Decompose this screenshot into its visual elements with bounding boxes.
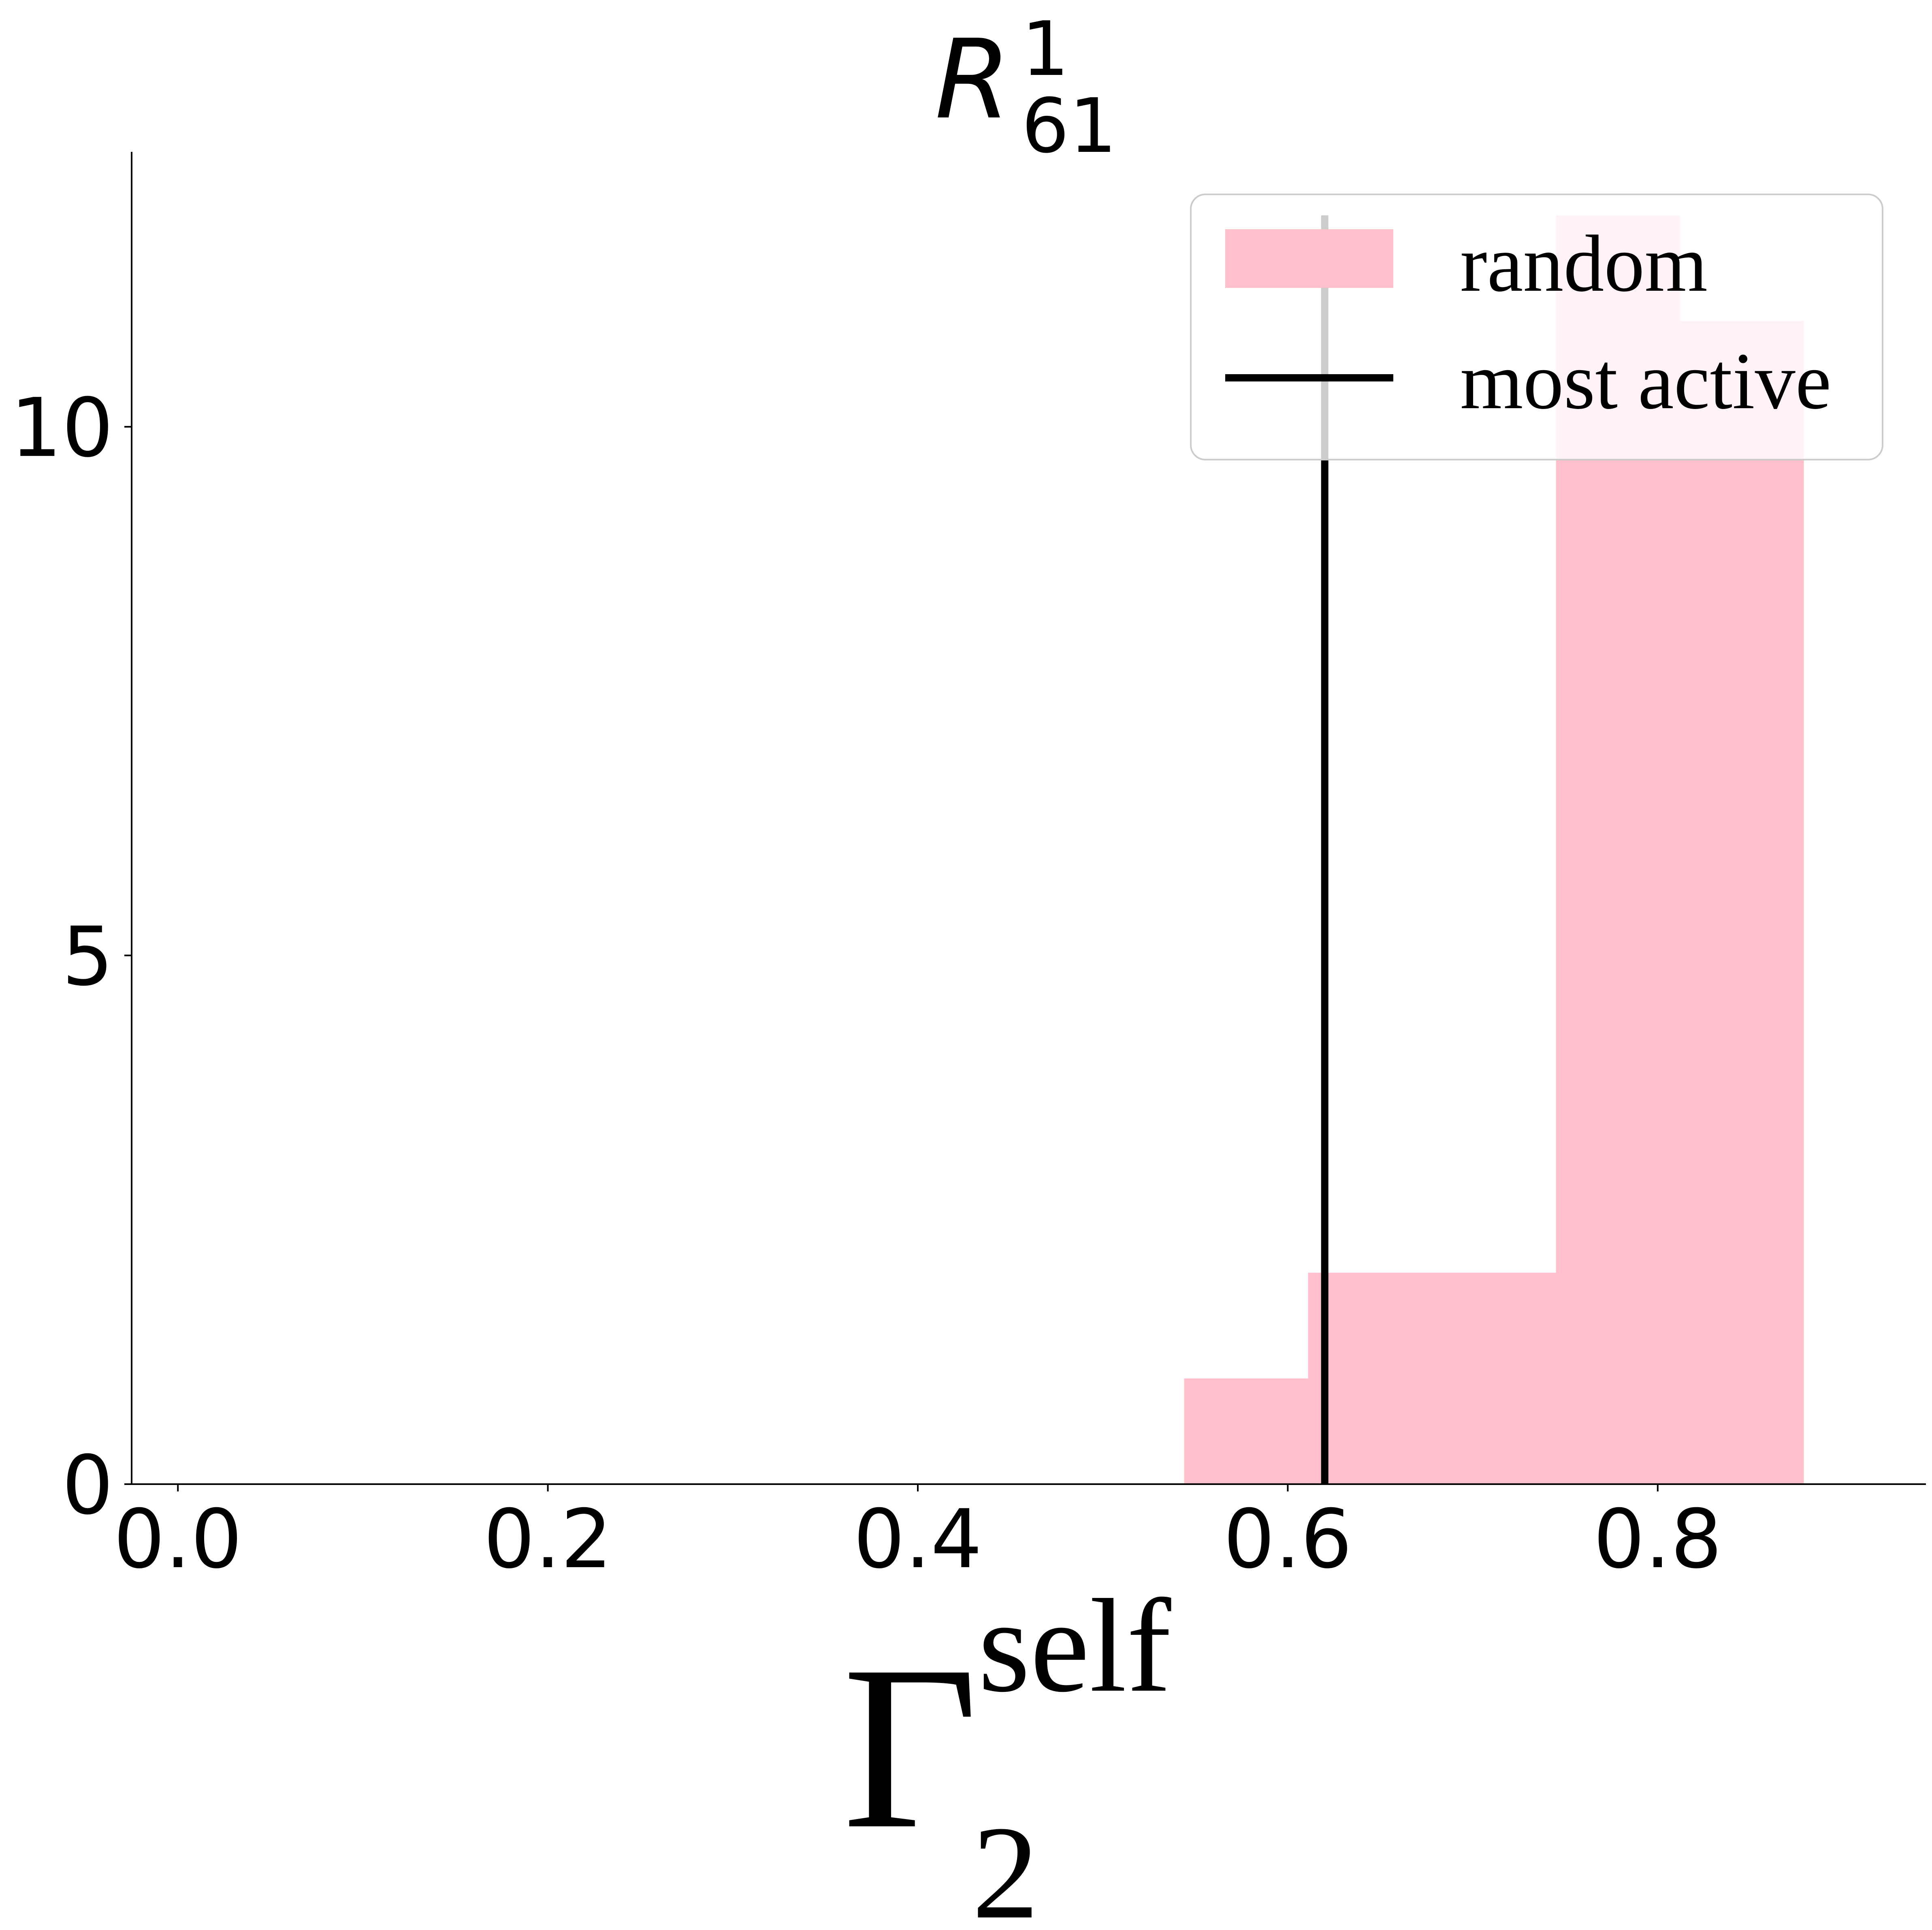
title-superscript: 1 — [1021, 5, 1069, 93]
xlabel-main: Γ — [842, 1617, 978, 1877]
histogram-bar-1 — [1184, 1378, 1308, 1484]
histogram-bar-3 — [1432, 1272, 1556, 1484]
title-main: R — [935, 16, 1011, 143]
title-subscript: 61 — [1021, 82, 1117, 170]
y-tick-label: 10 — [11, 381, 114, 475]
x-axis-ticks: 0.0 0.2 0.4 0.6 0.8 — [113, 1484, 1722, 1587]
y-tick-label: 0 — [62, 1438, 113, 1533]
xlabel-superscript: self — [978, 1572, 1173, 1720]
legend-label-random: random — [1460, 219, 1708, 309]
legend-label-most-active: most active — [1460, 337, 1831, 426]
y-tick-label: 5 — [62, 910, 113, 1004]
x-tick-label: 0.6 — [1223, 1492, 1352, 1587]
x-tick-label: 0.2 — [484, 1492, 612, 1587]
x-tick-label: 0.4 — [853, 1492, 982, 1587]
y-axis-ticks: 0 5 10 — [11, 381, 132, 1533]
x-tick-label: 0.0 — [113, 1492, 242, 1587]
legend-swatch-random — [1225, 229, 1393, 288]
histogram-bar-2 — [1308, 1272, 1432, 1484]
histogram-bar-5 — [1680, 321, 1804, 1484]
xlabel-subscript: 2 — [972, 1799, 1039, 1928]
x-axis-label: Γ self 2 — [842, 1572, 1173, 1930]
chart-title: R 1 61 — [935, 5, 1117, 170]
legend: random most active — [1190, 194, 1883, 460]
x-tick-label: 0.8 — [1593, 1492, 1722, 1587]
